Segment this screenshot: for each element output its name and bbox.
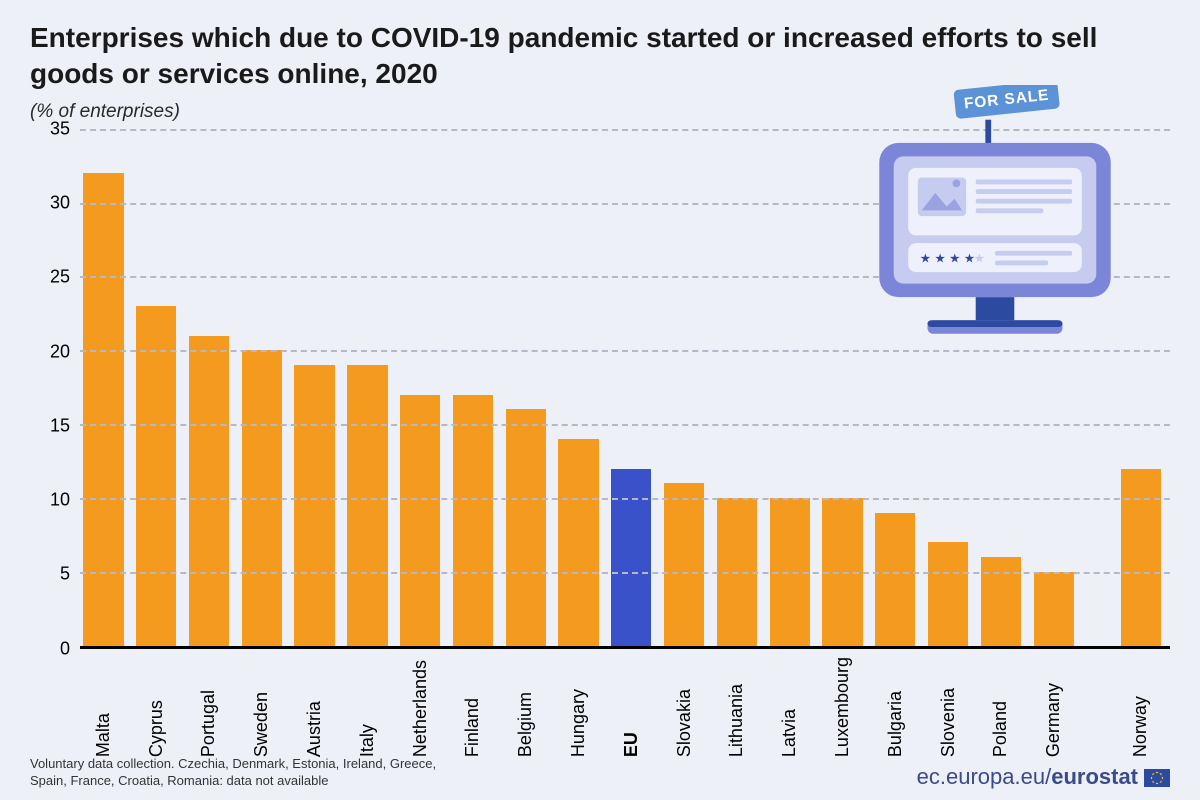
x-label: Slovenia <box>938 657 959 757</box>
source-prefix: ec.europa.eu/ <box>917 764 1052 789</box>
x-label: Portugal <box>198 657 219 757</box>
bar-slot <box>133 129 180 646</box>
bar <box>611 469 651 646</box>
x-label-slot: Austria <box>291 657 338 757</box>
x-label: Luxembourg <box>832 657 853 757</box>
x-label: Bulgaria <box>885 657 906 757</box>
footnote: Voluntary data collection. Czechia, Denm… <box>30 756 450 790</box>
x-label-slot: Luxembourg <box>819 657 866 757</box>
y-tick: 10 <box>30 490 70 511</box>
bar <box>189 336 229 646</box>
x-label-slot: Portugal <box>186 657 233 757</box>
bar-slot <box>397 129 444 646</box>
x-label: Italy <box>357 657 378 757</box>
bar <box>558 439 598 646</box>
x-label-slot: Cyprus <box>133 657 180 757</box>
x-label-slot: Belgium <box>502 657 549 757</box>
bar <box>294 365 334 646</box>
x-label-slot: Hungary <box>555 657 602 757</box>
y-tick: 20 <box>30 341 70 362</box>
x-label-slot: Latvia <box>766 657 813 757</box>
bar-slot <box>238 129 285 646</box>
eu-flag-icon <box>1144 769 1170 787</box>
bar-slot <box>344 129 391 646</box>
x-label: EU <box>621 657 642 757</box>
svg-text:★: ★ <box>974 251 985 265</box>
bar-slot <box>291 129 338 646</box>
x-label-slot: Norway <box>1117 657 1164 757</box>
bar <box>875 513 915 646</box>
x-label-slot: Slovakia <box>661 657 708 757</box>
computer-sale-illustration: FOR SALE ★ ★ ★ ★ ★ <box>850 85 1140 355</box>
bar <box>506 409 546 645</box>
x-label: Poland <box>990 657 1011 757</box>
x-label-slot: Slovenia <box>925 657 972 757</box>
y-axis: 05101520253035 <box>30 129 70 649</box>
x-label-slot <box>1083 657 1111 757</box>
bar-slot <box>661 129 708 646</box>
bar <box>83 173 123 646</box>
y-tick: 30 <box>30 193 70 214</box>
x-label: Cyprus <box>146 657 167 757</box>
grid-line <box>80 424 1170 426</box>
bar-slot <box>714 129 761 646</box>
bar-slot <box>555 129 602 646</box>
x-label-slot: Bulgaria <box>872 657 919 757</box>
bar <box>136 306 176 646</box>
source-attribution: ec.europa.eu/eurostat <box>917 764 1170 790</box>
x-label-slot: EU <box>608 657 655 757</box>
y-tick: 0 <box>30 638 70 659</box>
x-label-slot: Italy <box>344 657 391 757</box>
grid-line <box>80 498 1170 500</box>
x-label: Hungary <box>568 657 589 757</box>
y-tick: 25 <box>30 267 70 288</box>
x-label-slot: Netherlands <box>397 657 444 757</box>
bar-slot <box>766 129 813 646</box>
y-tick: 15 <box>30 415 70 436</box>
x-label-slot: Finland <box>450 657 497 757</box>
x-label: Austria <box>304 657 325 757</box>
x-label: Lithuania <box>726 657 747 757</box>
y-tick: 5 <box>30 564 70 585</box>
x-label-slot: Lithuania <box>714 657 761 757</box>
bar <box>400 395 440 646</box>
x-label-slot: Malta <box>80 657 127 757</box>
bar <box>981 557 1021 646</box>
y-tick: 35 <box>30 118 70 139</box>
bar-slot <box>502 129 549 646</box>
bar <box>453 395 493 646</box>
x-label: Germany <box>1043 657 1064 757</box>
bar-slot <box>608 129 655 646</box>
bar <box>664 483 704 645</box>
x-label: Netherlands <box>410 657 431 757</box>
footer: Voluntary data collection. Czechia, Denm… <box>30 756 1170 790</box>
bar-slot <box>450 129 497 646</box>
x-label: Norway <box>1130 657 1151 757</box>
x-label-slot: Germany <box>1030 657 1077 757</box>
x-label: Belgium <box>515 657 536 757</box>
bar-slot <box>80 129 127 646</box>
bar-slot <box>186 129 233 646</box>
x-label-slot: Sweden <box>238 657 285 757</box>
bar <box>347 365 387 646</box>
x-label: Sweden <box>251 657 272 757</box>
x-label: Latvia <box>779 657 800 757</box>
bar <box>1034 572 1074 646</box>
x-label: Slovakia <box>674 657 695 757</box>
source-brand: eurostat <box>1051 764 1138 789</box>
bar <box>928 542 968 645</box>
x-labels: Malta Cyprus Portugal Sweden Austria Italy Net… <box>80 649 1170 757</box>
svg-text:★ ★ ★ ★: ★ ★ ★ ★ <box>920 251 975 265</box>
chart-title: Enterprises which due to COVID-19 pandem… <box>30 20 1170 93</box>
x-label: Finland <box>462 657 483 757</box>
x-label: Malta <box>93 657 114 757</box>
bar <box>1121 469 1161 646</box>
x-label-slot: Poland <box>978 657 1025 757</box>
grid-line <box>80 572 1170 574</box>
